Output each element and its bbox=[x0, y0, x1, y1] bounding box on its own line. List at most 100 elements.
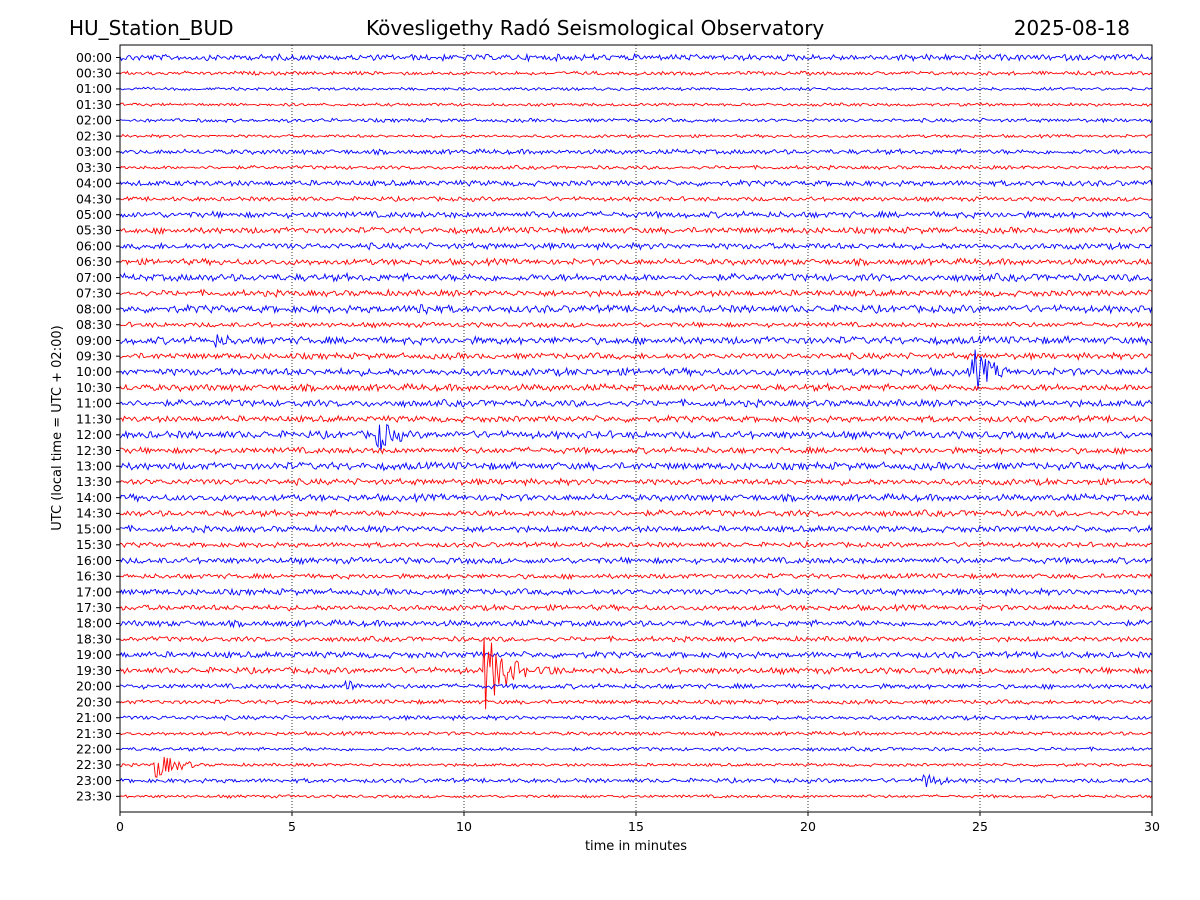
y-tick-label: 09:30 bbox=[76, 348, 112, 363]
y-tick-label: 20:30 bbox=[76, 694, 112, 709]
y-tick-label: 10:30 bbox=[76, 380, 112, 395]
trace-2300 bbox=[119, 773, 1153, 788]
y-tick-label: 21:00 bbox=[76, 710, 112, 725]
y-tick-label: 14:30 bbox=[76, 506, 112, 521]
y-tick-label: 01:30 bbox=[76, 97, 112, 112]
y-tick-label: 08:30 bbox=[76, 317, 112, 332]
trace-1300 bbox=[119, 460, 1153, 472]
station-name: HU_Station_BUD bbox=[69, 16, 234, 40]
x-axis-ticks: 0 5 10 15 20 25 30 bbox=[116, 812, 1160, 834]
y-tick-label: 12:30 bbox=[76, 443, 112, 458]
y-tick-label: 03:30 bbox=[76, 160, 112, 175]
trace-2000 bbox=[119, 679, 1153, 691]
y-tick-label: 15:30 bbox=[76, 537, 112, 552]
y-tick-label: 16:00 bbox=[76, 553, 112, 568]
trace-0700 bbox=[119, 271, 1153, 283]
trace-2100 bbox=[119, 714, 1153, 722]
y-tick-label: 13:30 bbox=[76, 474, 112, 489]
trace-1900 bbox=[119, 650, 1153, 660]
grid-lines bbox=[291, 45, 981, 812]
y-tick-label: 09:00 bbox=[76, 333, 112, 348]
trace-0400 bbox=[119, 178, 1153, 188]
y-tick-label: 04:00 bbox=[76, 176, 112, 191]
plot-date: 2025-08-18 bbox=[1013, 16, 1130, 40]
y-tick-label: 15:00 bbox=[76, 521, 112, 536]
trace-0630 bbox=[119, 257, 1153, 267]
y-tick-label: 20:00 bbox=[76, 679, 112, 694]
y-tick-label: 00:30 bbox=[76, 66, 112, 81]
y-tick-label: 07:00 bbox=[76, 270, 112, 285]
y-tick-label: 00:00 bbox=[76, 50, 112, 65]
x-tick-label: 5 bbox=[288, 819, 296, 834]
y-tick-label: 08:00 bbox=[76, 301, 112, 316]
trace-1500 bbox=[120, 523, 1153, 534]
y-tick-label: 18:30 bbox=[76, 631, 112, 646]
y-tick-label: 17:30 bbox=[76, 600, 112, 615]
x-axis-label: time in minutes bbox=[585, 839, 687, 854]
y-tick-label: 21:30 bbox=[76, 726, 112, 741]
trace-0300 bbox=[119, 147, 1153, 156]
y-tick-label: 04:30 bbox=[76, 191, 112, 206]
trace-2130 bbox=[119, 730, 1152, 737]
trace-1800 bbox=[119, 618, 1153, 629]
trace-0530 bbox=[119, 225, 1153, 236]
trace-1630 bbox=[119, 572, 1153, 581]
trace-0900 bbox=[119, 334, 1153, 348]
x-tick-label: 30 bbox=[1144, 819, 1160, 834]
trace-2030 bbox=[119, 698, 1153, 706]
y-tick-label: 14:00 bbox=[76, 490, 112, 505]
trace-1400 bbox=[119, 492, 1153, 504]
y-tick-label: 11:30 bbox=[76, 411, 112, 426]
y-tick-label: 22:30 bbox=[76, 757, 112, 772]
trace-1930 bbox=[119, 637, 1153, 710]
y-tick-label: 18:00 bbox=[76, 616, 112, 631]
y-tick-label: 19:30 bbox=[76, 663, 112, 678]
trace-0600 bbox=[119, 241, 1153, 252]
y-tick-label: 02:00 bbox=[76, 113, 112, 128]
trace-1330 bbox=[119, 477, 1153, 487]
y-tick-label: 12:00 bbox=[76, 427, 112, 442]
seismic-traces bbox=[119, 52, 1153, 799]
y-axis-label: UTC (local time = UTC + 02:00) bbox=[50, 325, 65, 530]
trace-1030 bbox=[119, 382, 1153, 393]
trace-0800 bbox=[119, 303, 1153, 316]
trace-0230 bbox=[119, 133, 1153, 139]
trace-0130 bbox=[119, 102, 1153, 108]
trace-0100 bbox=[119, 86, 1153, 92]
y-tick-label: 11:00 bbox=[76, 396, 112, 411]
y-tick-label: 06:30 bbox=[76, 254, 112, 269]
trace-1600 bbox=[119, 556, 1153, 566]
x-tick-label: 10 bbox=[456, 819, 472, 834]
trace-1100 bbox=[119, 398, 1153, 409]
trace-0330 bbox=[119, 164, 1153, 171]
observatory-title: Kövesligethy Radó Seismological Observat… bbox=[366, 16, 825, 40]
trace-1200 bbox=[119, 423, 1153, 452]
trace-0500 bbox=[119, 209, 1153, 220]
trace-1830 bbox=[119, 635, 1153, 643]
y-tick-label: 10:00 bbox=[76, 364, 112, 379]
trace-0430 bbox=[119, 195, 1153, 203]
y-tick-label: 07:30 bbox=[76, 286, 112, 301]
trace-1000 bbox=[119, 349, 1153, 390]
y-tick-label: 03:00 bbox=[76, 144, 112, 159]
trace-1530 bbox=[119, 540, 1153, 549]
trace-1430 bbox=[119, 508, 1153, 518]
trace-2200 bbox=[119, 746, 1153, 752]
x-tick-label: 25 bbox=[972, 819, 988, 834]
x-tick-label: 20 bbox=[800, 819, 816, 834]
trace-0830 bbox=[119, 321, 1153, 329]
y-tick-label: 23:00 bbox=[76, 773, 112, 788]
y-tick-label: 23:30 bbox=[76, 789, 112, 804]
trace-2230 bbox=[120, 756, 1153, 778]
y-tick-label: 05:30 bbox=[76, 223, 112, 238]
trace-0000 bbox=[119, 52, 1153, 63]
y-tick-label: 16:30 bbox=[76, 569, 112, 584]
y-tick-label: 01:00 bbox=[76, 81, 112, 96]
x-tick-label: 0 bbox=[116, 819, 124, 834]
y-tick-label: 02:30 bbox=[76, 128, 112, 143]
y-tick-label: 13:00 bbox=[76, 459, 112, 474]
trace-0930 bbox=[119, 351, 1153, 361]
x-tick-label: 15 bbox=[628, 819, 644, 834]
trace-0030 bbox=[119, 70, 1153, 77]
